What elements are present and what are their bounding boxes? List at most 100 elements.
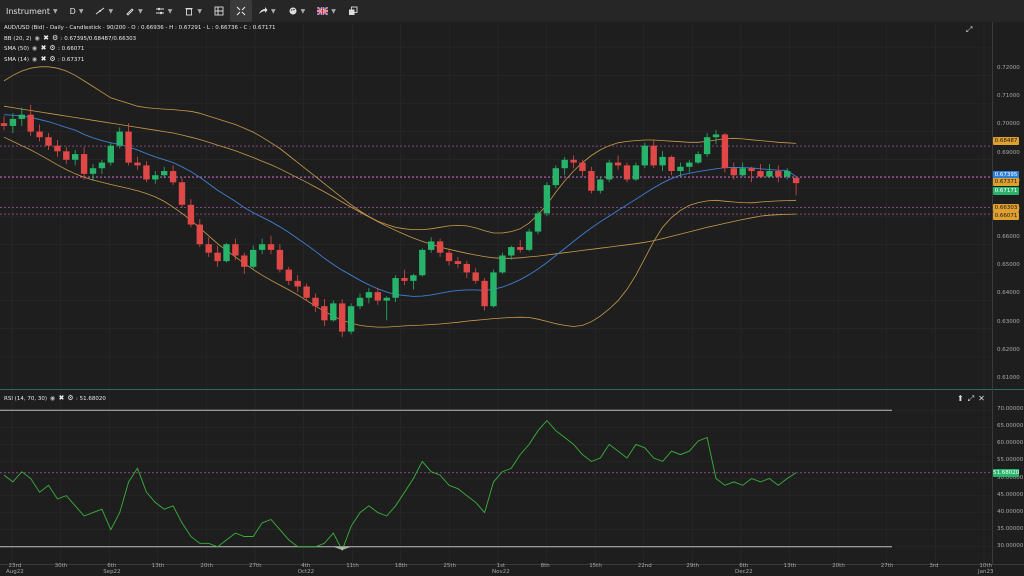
candle-body (383, 297, 390, 301)
candle-body (0, 123, 8, 126)
time-tick-day: 13th (151, 563, 165, 569)
candle-body (712, 134, 720, 138)
time-tick-label: 27th (249, 563, 262, 569)
instrument-selector[interactable]: Instrument ▼ (0, 0, 64, 22)
price-tick-label: 0.63000 (997, 318, 1020, 325)
popout-window-button[interactable] (342, 0, 364, 22)
candle-body (703, 137, 711, 155)
candle-body (606, 162, 613, 180)
time-tick-month: Nov22 (492, 569, 510, 575)
candle-body (677, 166, 684, 172)
candle-body (579, 162, 586, 172)
rsi-tick-label: 55.00000 (997, 457, 1024, 464)
price-tick-label: 0.69000 (997, 149, 1020, 156)
candle-body (27, 114, 34, 132)
candle-body (428, 241, 435, 250)
move-up-icon[interactable]: ⬆ (957, 394, 964, 403)
gear-icon[interactable]: ⚙ (49, 44, 56, 52)
rsi-label: RSI (14, 70, 30) (4, 395, 47, 402)
price-tag: 0.66303 (993, 204, 1019, 212)
time-tick-day: 15th (589, 563, 602, 569)
theme-button[interactable]: ▼ (282, 0, 312, 22)
time-tick-day: 22nd (637, 563, 652, 569)
candle-body (250, 249, 257, 267)
sma14-values: : 0.67371 (58, 56, 85, 63)
delete-drawings-button[interactable]: ▼ (178, 0, 208, 22)
candle-body (143, 165, 150, 180)
rsi-tick-label: 70.00000 (997, 406, 1024, 413)
candle-body (196, 224, 203, 245)
price-tick-label: 0.61000 (997, 374, 1020, 381)
candle-body (18, 114, 25, 119)
close-icon[interactable]: ✖ (58, 394, 65, 402)
candle-body (739, 168, 746, 176)
eye-icon[interactable]: ◉ (31, 45, 38, 52)
candle-body (757, 171, 764, 177)
rsi-tick-label: 40.00000 (997, 508, 1024, 515)
time-tick-label: 25th (443, 563, 456, 569)
maximize-pane-icon[interactable]: ⤢ (966, 25, 973, 34)
candle-body (481, 280, 488, 307)
language-button[interactable]: ▼ (311, 0, 342, 22)
close-pane-icon[interactable]: ✕ (978, 394, 985, 403)
candle-body (356, 297, 364, 307)
candle-body (374, 292, 381, 301)
time-tick-day: 25th (443, 563, 457, 569)
layout-button[interactable] (208, 0, 230, 22)
time-tick-label: 22nd (638, 563, 652, 569)
bb-values: : 0.67395/0.68487/0.66303 (60, 35, 137, 42)
gear-icon[interactable]: ⚙ (49, 55, 56, 63)
price-tick-label: 0.70000 (997, 121, 1020, 128)
share-button[interactable]: ▼ (252, 0, 282, 22)
time-tick-day: 11th (346, 563, 359, 569)
candle-body (125, 131, 132, 163)
chevron-down-icon: ▼ (167, 7, 173, 15)
eye-icon[interactable]: ◉ (49, 395, 56, 402)
eye-icon[interactable]: ◉ (31, 56, 38, 63)
candle-body (561, 159, 568, 169)
chevron-down-icon: ▼ (197, 7, 202, 15)
candle-body (339, 303, 346, 332)
price-tick-label: 0.71000 (997, 93, 1020, 100)
candle-body (232, 244, 239, 256)
chart-canvas[interactable] (0, 22, 1024, 576)
symbol-info: AUD/USD (Bid) - Daily - Candlestick · 90… (4, 25, 276, 31)
candle-body (419, 249, 426, 276)
time-tick-label: 27th (881, 563, 894, 569)
sma50-values: : 0.66071 (58, 45, 85, 52)
theme-icon (289, 7, 297, 15)
candle-body (792, 177, 800, 184)
line-tool-button[interactable]: ▼ (89, 0, 119, 22)
gear-icon[interactable]: ⚙ (67, 394, 74, 402)
close-icon[interactable]: ✖ (40, 44, 47, 52)
toolbar: Instrument ▼ D ▼ ▼ ▼ ▼ ▼ (0, 0, 1024, 23)
rsi-values: : 51.68020 (75, 395, 106, 402)
symbol-legend: AUD/USD (Bid) - Daily - Candlestick · 90… (4, 25, 275, 31)
chevron-down-icon: ▼ (331, 7, 336, 15)
candle-body (9, 118, 17, 126)
close-icon[interactable]: ✖ (43, 34, 50, 42)
rsi-tick-label: 30.00000 (997, 542, 1024, 549)
line-tool-icon (96, 7, 105, 15)
time-tick-day: 27th (880, 563, 894, 569)
time-tick-day: 20th (832, 563, 845, 569)
candle-body (570, 159, 577, 163)
rsi-line (3, 419, 797, 552)
candle-body (267, 244, 275, 250)
rsi-value-tag: 51.68020 (993, 468, 1020, 477)
time-tick-day: 23rd (8, 563, 22, 569)
timeframe-selector[interactable]: D ▼ (64, 0, 90, 22)
pencil-tool-button[interactable]: ▼ (119, 0, 149, 22)
eye-icon[interactable]: ◉ (34, 35, 40, 42)
time-tick-month: Jan23 (978, 569, 994, 575)
candle-body (89, 168, 97, 174)
measure-tool-button[interactable]: ▼ (149, 0, 179, 22)
candle-body (588, 171, 595, 191)
close-icon[interactable]: ✖ (40, 55, 47, 63)
candle-body (552, 168, 559, 186)
maximize-pane-icon[interactable]: ⤢ (967, 394, 975, 403)
candle-body (686, 162, 693, 167)
chart-area: AUD/USD (Bid) - Daily - Candlestick · 90… (0, 22, 1024, 576)
gear-icon[interactable]: ⚙ (51, 34, 59, 42)
crosshair-button[interactable] (229, 0, 252, 22)
